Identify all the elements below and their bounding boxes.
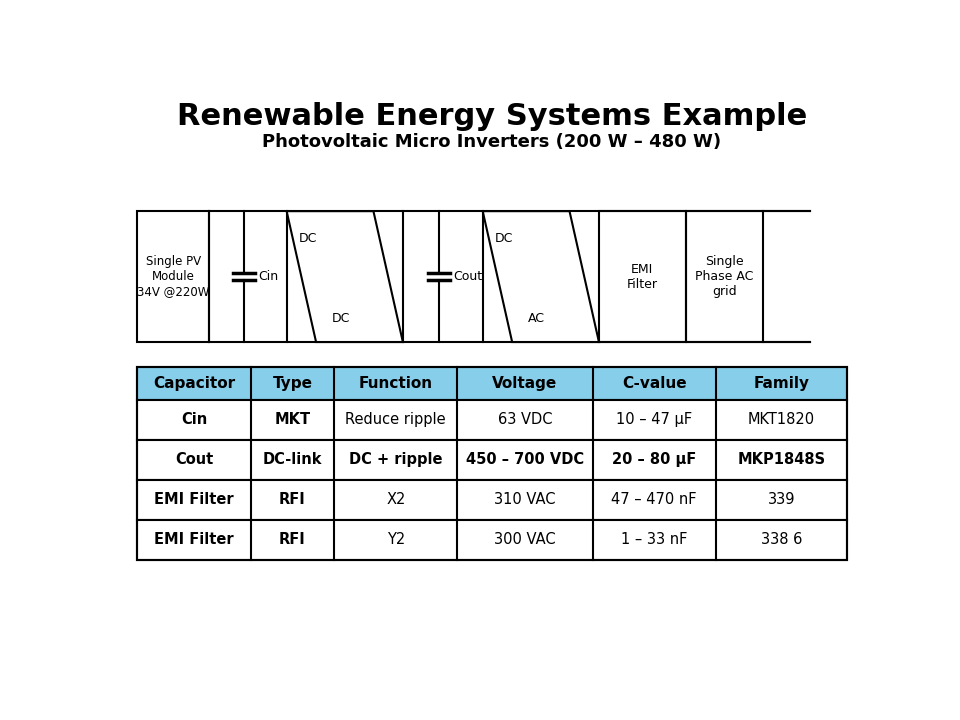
Text: Photovoltaic Micro Inverters (200 W – 480 W): Photovoltaic Micro Inverters (200 W – 48… [262, 132, 722, 150]
Text: EMI
Filter: EMI Filter [627, 263, 658, 291]
Text: MKT: MKT [275, 413, 310, 427]
Text: Voltage: Voltage [492, 376, 558, 391]
Bar [137, 367, 847, 560]
Bar [137, 367, 847, 400]
Text: Y2: Y2 [387, 532, 405, 547]
Bar [137, 480, 847, 520]
Text: MKT1820: MKT1820 [748, 413, 815, 427]
Bar [137, 400, 847, 440]
Text: 10 – 47 μF: 10 – 47 μF [616, 413, 692, 427]
Bar [137, 440, 847, 480]
Text: Renewable Energy Systems Example: Renewable Energy Systems Example [177, 102, 807, 131]
Text: Reduce ripple: Reduce ripple [346, 413, 446, 427]
Text: DC-link: DC-link [263, 452, 323, 467]
Text: Single
Phase AC
grid: Single Phase AC grid [695, 255, 754, 298]
Text: 63 VDC: 63 VDC [497, 413, 552, 427]
Text: Cout: Cout [175, 452, 213, 467]
Text: DC: DC [494, 232, 513, 245]
Bar [685, 211, 763, 342]
Text: 1 – 33 nF: 1 – 33 nF [621, 532, 687, 547]
Text: DC: DC [299, 232, 317, 245]
Text: C-value: C-value [622, 376, 686, 391]
Text: 20 – 80 μF: 20 – 80 μF [612, 452, 696, 467]
Text: MKP1848S: MKP1848S [737, 452, 826, 467]
Bar [599, 211, 685, 342]
Text: Cin: Cin [259, 270, 278, 283]
Bar [137, 211, 209, 342]
Text: 310 VAC: 310 VAC [494, 492, 556, 508]
Text: Function: Function [359, 376, 433, 391]
Text: Family: Family [754, 376, 809, 391]
Text: Cin: Cin [180, 413, 207, 427]
Text: DC + ripple: DC + ripple [349, 452, 443, 467]
Bar [137, 520, 847, 560]
Text: DC: DC [331, 312, 350, 325]
Text: AC: AC [528, 312, 544, 325]
Text: EMI Filter: EMI Filter [154, 492, 233, 508]
Text: 300 VAC: 300 VAC [494, 532, 556, 547]
Text: RFI: RFI [279, 492, 306, 508]
Text: X2: X2 [386, 492, 405, 508]
Text: RFI: RFI [279, 532, 306, 547]
Text: Cout: Cout [454, 270, 483, 283]
Text: 450 – 700 VDC: 450 – 700 VDC [466, 452, 584, 467]
Text: Single PV
Module
34V @220W: Single PV Module 34V @220W [137, 255, 209, 298]
Text: 339: 339 [768, 492, 795, 508]
Text: 338 6: 338 6 [760, 532, 802, 547]
Text: Type: Type [273, 376, 312, 391]
Text: Capacitor: Capacitor [153, 376, 235, 391]
Text: 47 – 470 nF: 47 – 470 nF [612, 492, 697, 508]
Text: EMI Filter: EMI Filter [154, 532, 233, 547]
